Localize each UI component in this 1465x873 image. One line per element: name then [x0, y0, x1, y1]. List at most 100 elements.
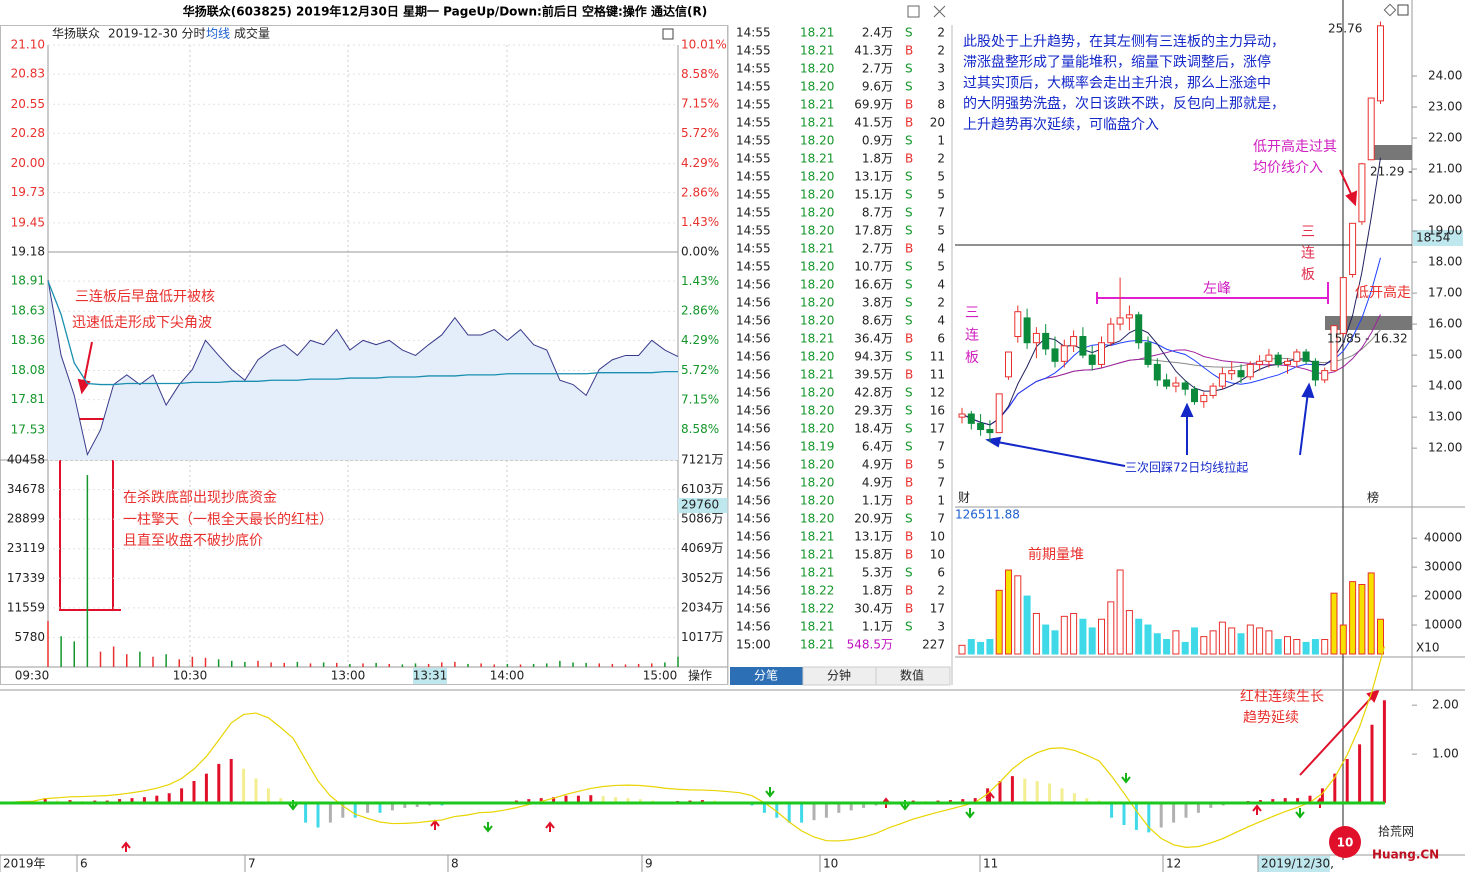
time-label: 10:30 [173, 669, 208, 683]
trade-count: 20 [930, 116, 945, 130]
trade-side: S [905, 422, 913, 436]
percent-tick-label: 10.01% [681, 38, 727, 52]
macd-bar [118, 799, 122, 804]
volume-bar [1218, 621, 1226, 655]
trade-side: B [905, 44, 913, 58]
candle-body [1144, 342, 1152, 365]
macd-bar [415, 803, 419, 807]
annotation: 趋势延续 [1243, 709, 1299, 726]
trade-volume: 8.6万 [862, 314, 893, 328]
trade-side: B [905, 98, 913, 112]
trade-side: S [905, 314, 913, 328]
tab-active[interactable] [730, 667, 803, 685]
annotation: 一柱擎天（一根全天最长的红柱） [123, 511, 333, 528]
price-tick-label: 20.83 [11, 67, 45, 81]
tab-label: 分笔 [754, 668, 778, 683]
maximize-button[interactable] [907, 5, 920, 18]
volume-bar [1367, 572, 1375, 655]
trade-volume: 8.7万 [862, 206, 893, 220]
tab-label: 分钟 [827, 668, 851, 683]
macd-bar [1060, 788, 1064, 804]
trade-price: 18.20 [800, 260, 834, 274]
volume-bar [1060, 615, 1068, 655]
panel-icon[interactable] [662, 28, 674, 40]
candle-body [1116, 317, 1124, 325]
volume-tick-label: 17339 [7, 571, 45, 585]
macd-bar [986, 788, 990, 804]
price-tick-label: 17.53 [11, 422, 45, 436]
macd-bar [998, 781, 1002, 804]
trade-count: 6 [937, 566, 945, 580]
volume-bar [1144, 624, 1152, 655]
trade-side: S [905, 278, 913, 292]
panel-header: 2019-12-30 分时 [108, 27, 206, 41]
macd-bar [762, 803, 766, 813]
trade-count: 7 [937, 476, 945, 490]
date-label: 6 [80, 857, 88, 871]
trade-volume: 1.8万 [862, 584, 893, 598]
trade-side: S [905, 80, 913, 94]
amount-label: 6103万 [681, 482, 724, 496]
trade-volume: 15.8万 [854, 548, 893, 562]
macd-bar [1035, 781, 1039, 804]
trade-volume: 17.8万 [854, 224, 893, 238]
candle-body [1107, 323, 1115, 344]
candle-body [1088, 354, 1096, 365]
date-label: 10 [823, 857, 838, 871]
time-label: 15:00 [643, 669, 678, 683]
trade-time: 14:55 [736, 188, 771, 202]
macd-tick-label: 2.00 [1432, 698, 1459, 712]
macd-bar [812, 803, 816, 821]
percent-tick-label: 1.43% [681, 274, 719, 288]
date-label: 9 [645, 857, 653, 871]
candle-body [977, 422, 985, 431]
entry-note: 均价线介入 [1253, 160, 1323, 176]
label-box [1370, 145, 1412, 160]
tab[interactable] [875, 666, 951, 686]
amount-label: 7121万 [681, 453, 724, 467]
price-tick-label: 19.18 [11, 244, 45, 258]
logo-name: 拾荒网 [1378, 824, 1414, 839]
volume-bar [1163, 639, 1171, 655]
volume-bar [1172, 630, 1180, 655]
trade-count: 17 [930, 602, 945, 616]
trade-volume: 13.1万 [854, 530, 893, 544]
trade-count: 17 [930, 422, 945, 436]
volume-tick-label: 11559 [7, 600, 45, 614]
macd-bar [167, 793, 171, 804]
trade-volume: 1.1万 [862, 494, 893, 508]
trade-volume: 2.7万 [862, 242, 893, 256]
macd-bar [787, 803, 791, 823]
macd-bar [1010, 776, 1014, 804]
price-tick-label: 18.91 [11, 274, 45, 288]
candle-body [1135, 314, 1143, 344]
macd-bar [1370, 724, 1374, 804]
trade-volume: 29.3万 [854, 404, 893, 418]
logo-badge [1329, 826, 1361, 858]
macd-bar [1296, 798, 1300, 804]
k-tick-label: 17.00 [1428, 286, 1462, 300]
panel-icon[interactable] [1397, 4, 1409, 16]
trade-count: 4 [937, 314, 945, 328]
annotation: 且直至收盘不破抄底价 [123, 532, 263, 549]
time-label: 13:31 [413, 669, 448, 683]
price-tick-label: 20.28 [11, 126, 45, 140]
trade-side: S [905, 296, 913, 310]
trade-volume: 2.7万 [862, 62, 893, 76]
macd-bar [142, 797, 146, 804]
volume-bar [1191, 627, 1198, 655]
panel-icon[interactable] [1383, 3, 1397, 17]
candle-body [1023, 317, 1031, 344]
volume-bar [1321, 639, 1329, 655]
trade-time: 14:56 [736, 314, 771, 328]
candle-body [1228, 370, 1236, 375]
macd-bar [1196, 803, 1200, 813]
logo-mark: 10 [1337, 836, 1354, 850]
macd-bar [1072, 793, 1076, 804]
macd-bar [242, 768, 246, 804]
macd-bar [43, 798, 47, 804]
candle-body [1237, 370, 1245, 378]
trade-side: S [905, 170, 913, 184]
close-button[interactable] [933, 5, 946, 18]
window-title: 华扬联众(603825) 2019年12月30日 星期一 PageUp/Down… [183, 4, 707, 19]
